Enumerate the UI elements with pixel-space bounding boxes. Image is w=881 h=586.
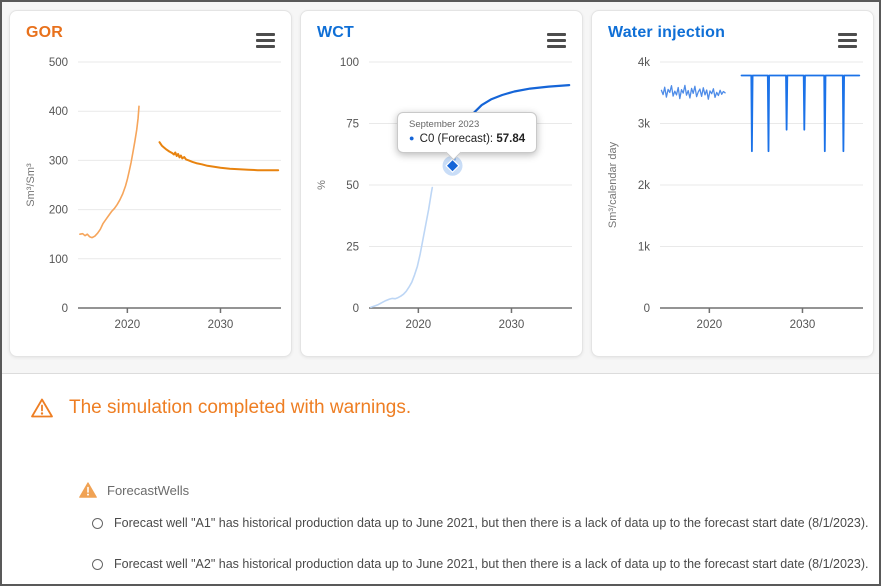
warning-triangle-outline-icon [31, 398, 53, 418]
water-injection-chart-title: Water injection [608, 24, 726, 41]
svg-text:0: 0 [644, 303, 650, 315]
svg-text:Sm³/calendar day: Sm³/calendar day [607, 141, 619, 228]
circle-bullet-icon [92, 558, 103, 570]
headline-text: The simulation completed with warnings. [69, 397, 412, 418]
svg-text:4k: 4k [638, 57, 650, 69]
svg-text:75: 75 [346, 119, 359, 131]
wct-plot-area[interactable]: 0 25 50 75 100 2020 2030% [301, 11, 582, 356]
svg-text:%: % [316, 180, 328, 190]
warning-list-item: Forecast well "A2" has historical produc… [92, 557, 868, 571]
svg-text:300: 300 [49, 155, 68, 167]
tooltip-value: 57.84 [496, 133, 526, 145]
svg-text:100: 100 [340, 57, 359, 69]
svg-text:2020: 2020 [697, 319, 723, 331]
warnings-panel: The simulation completed with warnings. … [2, 373, 879, 584]
svg-text:2030: 2030 [790, 319, 816, 331]
svg-text:400: 400 [49, 106, 68, 118]
series-bullet-icon: ● [409, 133, 415, 143]
svg-text:25: 25 [346, 242, 359, 254]
svg-text:1k: 1k [638, 242, 650, 254]
svg-text:2030: 2030 [208, 319, 234, 331]
tooltip-series-row: ● C0 (Forecast): 57.84 [409, 133, 525, 145]
svg-text:2k: 2k [638, 180, 650, 192]
warning-item-text: Forecast well "A2" has historical produc… [114, 557, 869, 571]
warning-group-row: ForecastWells [79, 482, 189, 498]
svg-text:100: 100 [49, 254, 68, 266]
circle-bullet-icon [92, 517, 103, 529]
svg-text:0: 0 [353, 303, 359, 315]
gor-chart-card: 0 100 200 300 400 500 2020 2030 Sm³/Sm³ GOR [9, 10, 292, 357]
tooltip-series-label: C0 (Forecast): [419, 133, 494, 145]
hamburger-menu-icon[interactable] [547, 33, 566, 48]
gor-plot-area[interactable]: 0 100 200 300 400 500 2020 2030 Sm³/Sm³ [10, 11, 291, 356]
water-injection-plot-area[interactable]: 0 1k 2k 3k 4k 2020 2030 Sm³/calendar day [592, 11, 873, 356]
svg-text:2020: 2020 [406, 319, 432, 331]
svg-text:0: 0 [62, 303, 68, 315]
warning-item-text: Forecast well "A1" has historical produc… [114, 516, 869, 530]
svg-text:2030: 2030 [499, 319, 525, 331]
water-injection-chart-card: 0 1k 2k 3k 4k 2020 2030 Sm³/calendar day Water … [591, 10, 874, 357]
svg-text:3k: 3k [638, 119, 650, 131]
warning-group-title: ForecastWells [107, 482, 190, 498]
warning-triangle-filled-icon [79, 482, 97, 498]
svg-text:200: 200 [49, 205, 68, 217]
tooltip-date: September 2023 [409, 119, 480, 130]
chart-tooltip: September 2023 ● C0 (Forecast): 57.84 [397, 112, 538, 161]
hamburger-menu-icon[interactable] [256, 33, 275, 48]
svg-text:500: 500 [49, 57, 68, 69]
warning-list-item: Forecast well "A1" has historical produc… [92, 516, 868, 530]
hamburger-menu-icon[interactable] [838, 33, 857, 48]
svg-text:2020: 2020 [115, 319, 141, 331]
wct-chart-card: 0 25 50 75 100 2020 2030% WCT September 2023 ●… [300, 10, 583, 357]
wct-chart-title: WCT [317, 24, 355, 41]
simulation-warnings-headline: The simulation completed with warnings. [30, 397, 411, 419]
svg-text:Sm³/Sm³: Sm³/Sm³ [25, 163, 37, 207]
chart-cards-row: 0 100 200 300 400 500 2020 2030 Sm³/Sm³ GOR 0 25 5… [9, 10, 874, 357]
svg-text:50: 50 [346, 180, 359, 192]
gor-chart-title: GOR [26, 24, 64, 41]
